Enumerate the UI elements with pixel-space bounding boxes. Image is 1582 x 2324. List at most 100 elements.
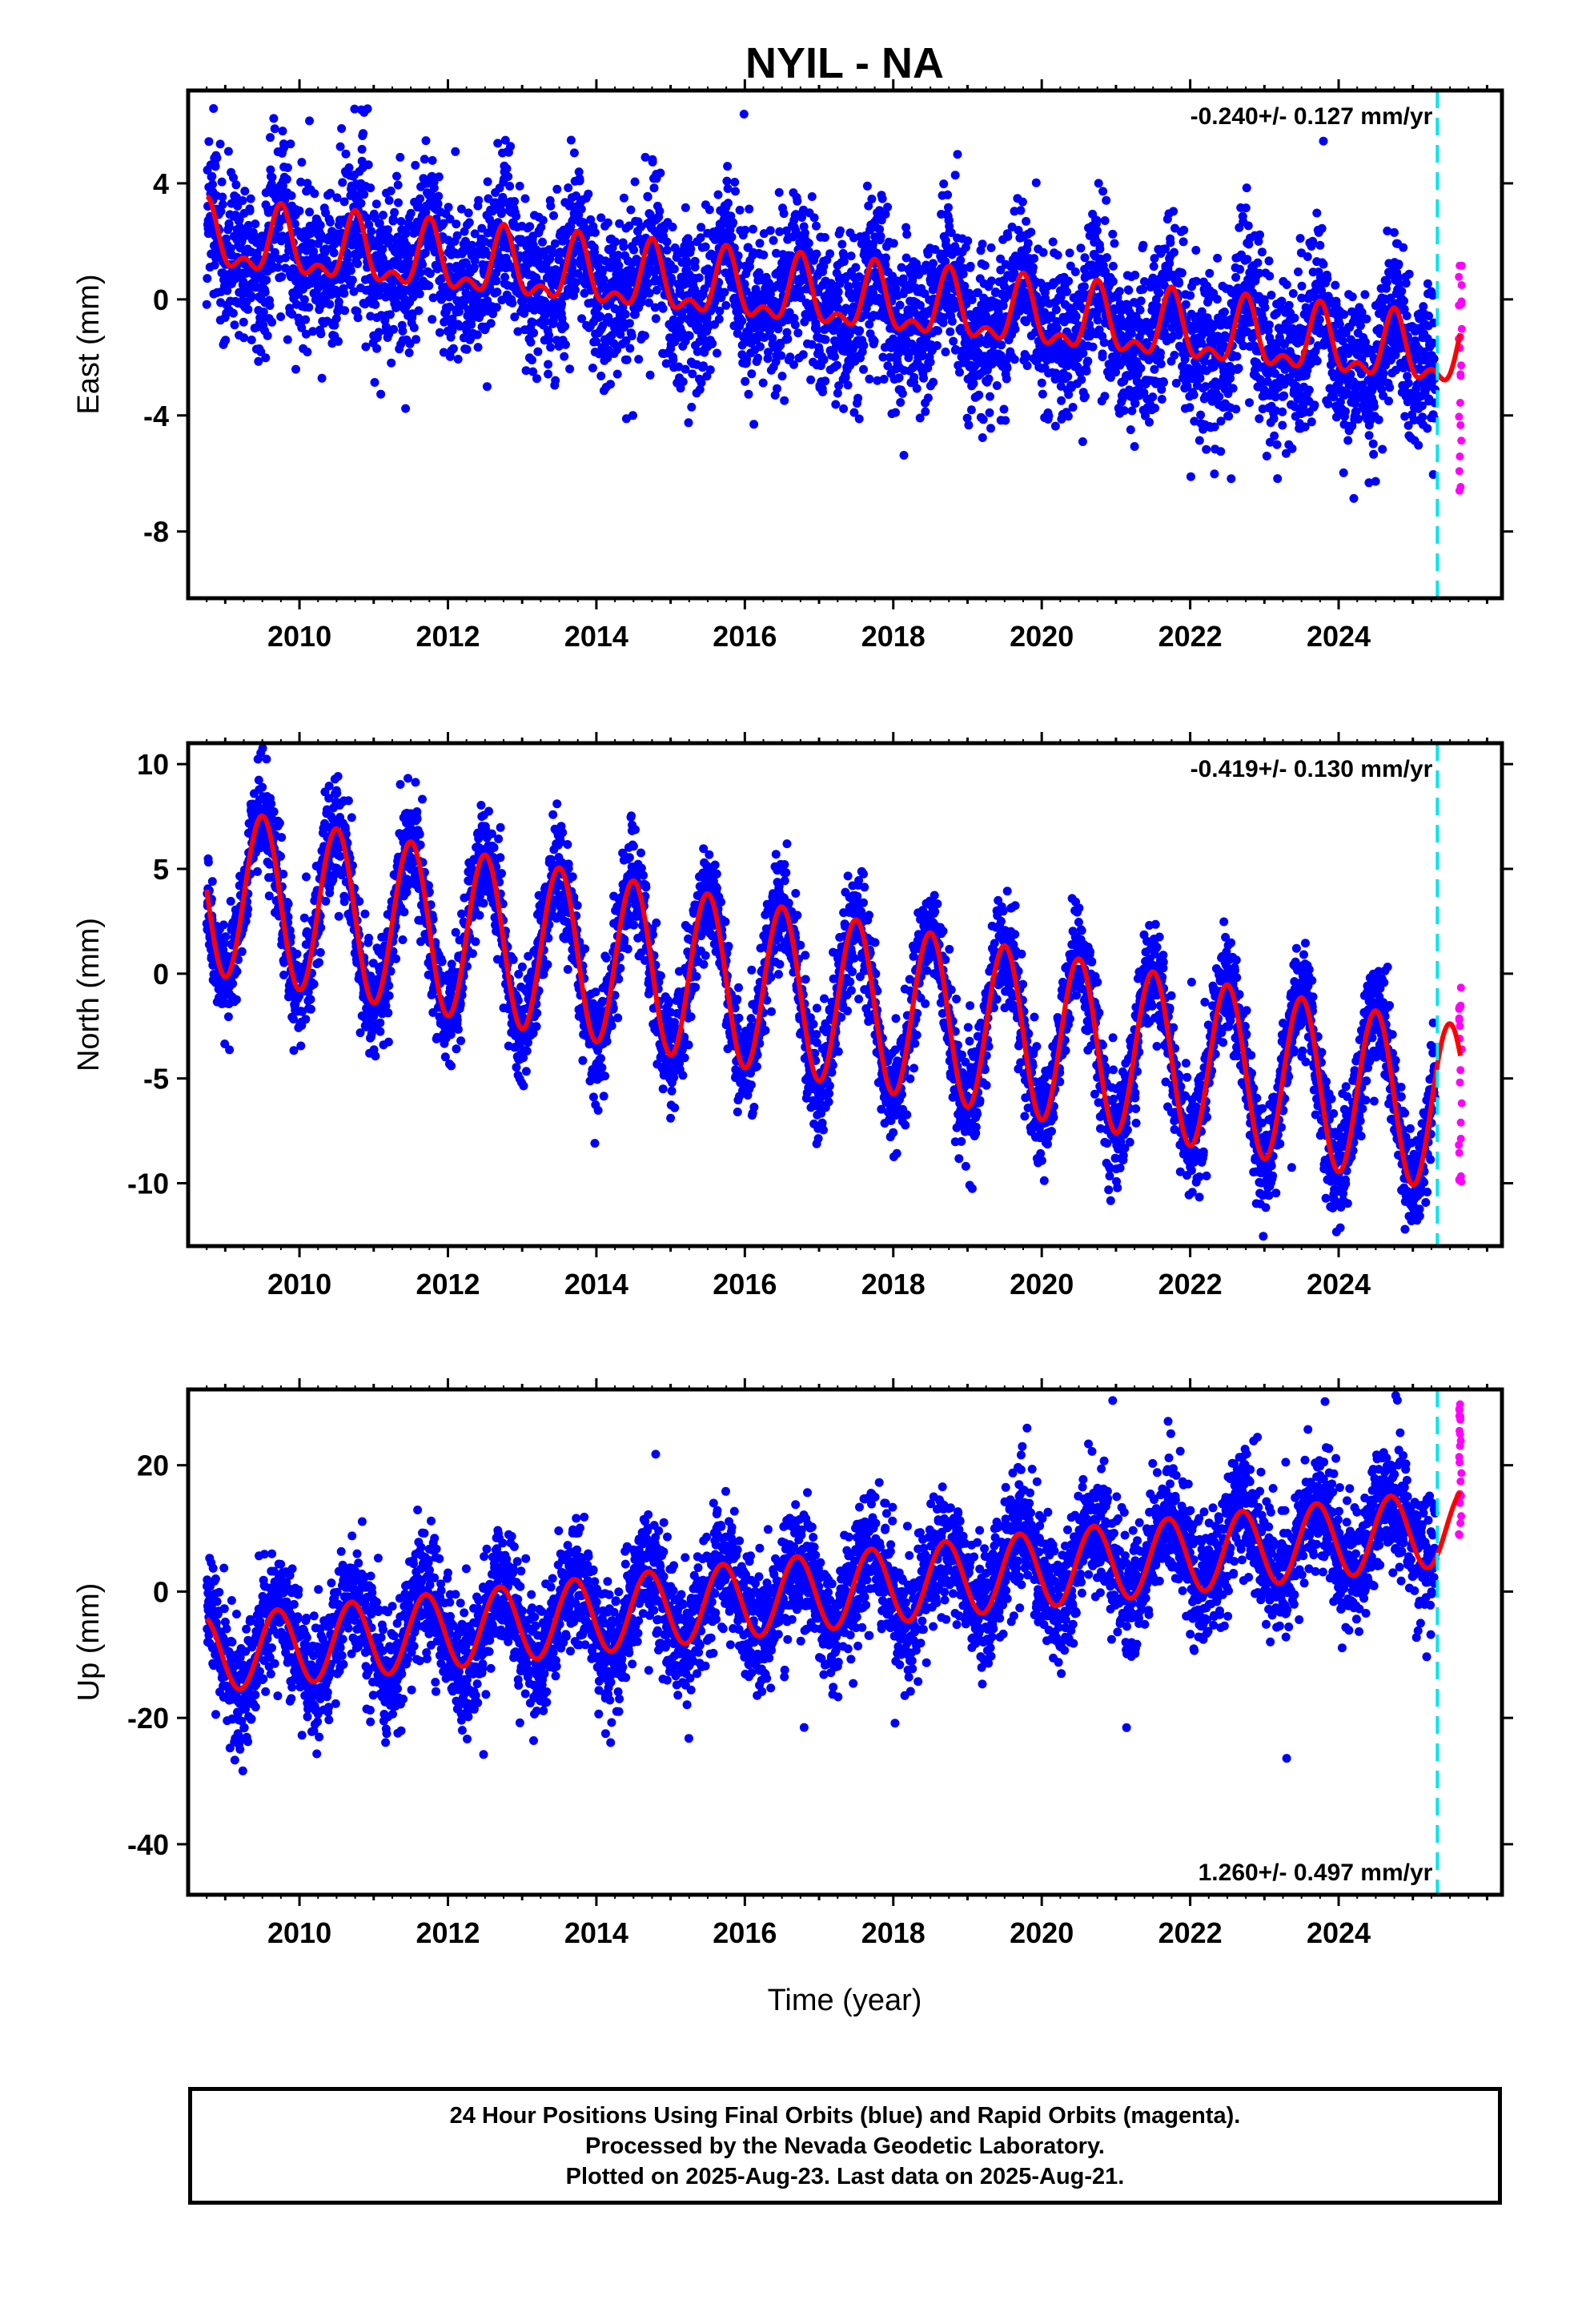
- data-point: [243, 304, 253, 314]
- data-point: [1165, 259, 1174, 268]
- data-point: [1078, 437, 1087, 446]
- data-point: [1052, 324, 1062, 333]
- data-point: [992, 381, 1002, 390]
- data-point: [943, 190, 953, 199]
- data-point: [749, 420, 759, 429]
- data-point: [697, 378, 706, 388]
- data-point: [282, 175, 291, 184]
- data-point: [1242, 183, 1251, 193]
- data-point: [1169, 207, 1178, 216]
- data-point: [1241, 203, 1251, 213]
- data-point: [1186, 472, 1195, 481]
- data-point: [270, 124, 279, 134]
- data-point: [713, 348, 721, 358]
- data-point: [287, 309, 297, 319]
- data-point: [1243, 221, 1253, 231]
- data-point: [1234, 364, 1243, 373]
- data-point: [370, 378, 379, 387]
- data-point: [254, 356, 263, 366]
- data-point: [381, 322, 391, 332]
- data-point: [624, 319, 634, 328]
- data-point: [1156, 348, 1165, 358]
- data-point: [966, 405, 976, 415]
- data-point: [412, 335, 421, 344]
- data-point: [912, 384, 921, 393]
- data-point: [260, 287, 270, 297]
- data-point: [544, 369, 553, 379]
- data-point: [366, 183, 375, 193]
- data-point: [1051, 305, 1061, 315]
- data-point: [600, 256, 610, 266]
- data-point: [1360, 290, 1370, 300]
- data-point: [772, 248, 781, 258]
- data-point: [1098, 187, 1108, 196]
- data-point: [640, 152, 650, 162]
- data-point: [678, 377, 688, 387]
- data-point: [493, 139, 503, 148]
- data-point: [720, 287, 729, 297]
- data-point: [341, 149, 351, 159]
- data-point: [1364, 431, 1374, 440]
- data-point: [1038, 389, 1047, 399]
- data-point: [729, 218, 738, 227]
- data-point: [652, 285, 661, 295]
- data-point: [510, 197, 520, 206]
- data-point: [349, 287, 359, 296]
- data-point: [809, 213, 819, 223]
- data-point: [1255, 230, 1264, 239]
- data-point: [853, 393, 863, 403]
- data-point: [735, 205, 745, 215]
- data-point: [1057, 396, 1066, 405]
- data-point: [538, 215, 548, 225]
- data-point: [1294, 267, 1303, 276]
- data-point: [759, 250, 769, 259]
- data-point: [596, 312, 605, 321]
- data-point: [516, 235, 526, 244]
- data-point: [733, 251, 743, 260]
- data-point: [765, 226, 775, 235]
- data-point: [510, 312, 520, 322]
- data-point: [1108, 261, 1118, 271]
- data-point: [305, 116, 314, 126]
- data-point: [1272, 440, 1282, 449]
- data-point: [575, 176, 584, 186]
- data-point: [934, 326, 942, 336]
- data-point: [240, 187, 250, 196]
- data-point: [337, 124, 347, 133]
- data-point: [967, 295, 977, 304]
- data-point: [1100, 392, 1110, 401]
- data-point: [265, 301, 275, 310]
- data-point: [1216, 447, 1226, 456]
- data-point: [596, 213, 606, 223]
- data-point: [483, 177, 492, 187]
- data-point: [1273, 474, 1283, 484]
- data-point: [473, 343, 483, 352]
- data-point: [693, 321, 703, 331]
- data-point: [564, 183, 573, 192]
- data-point: [737, 316, 747, 326]
- data-point: [588, 364, 597, 372]
- data-point: [722, 176, 732, 186]
- data-point: [469, 263, 479, 272]
- data-point: [790, 320, 800, 330]
- data-point: [283, 335, 292, 344]
- data-point: [619, 242, 628, 251]
- data-point: [433, 199, 443, 208]
- data-point: [1262, 452, 1271, 460]
- data-point: [833, 295, 843, 304]
- data-point: [435, 328, 444, 337]
- data-point: [683, 258, 693, 267]
- data-point: [978, 239, 987, 249]
- data-point: [690, 256, 700, 266]
- data-point: [1028, 263, 1038, 272]
- data-point: [486, 319, 496, 328]
- data-point: [291, 219, 299, 229]
- data-point: [1062, 287, 1071, 296]
- data-point: [332, 193, 342, 203]
- data-point: [546, 201, 556, 211]
- data-point: [261, 353, 271, 363]
- data-point: [277, 272, 287, 282]
- data-point: [1267, 291, 1276, 300]
- data-point: [546, 343, 556, 352]
- data-point: [1001, 416, 1010, 425]
